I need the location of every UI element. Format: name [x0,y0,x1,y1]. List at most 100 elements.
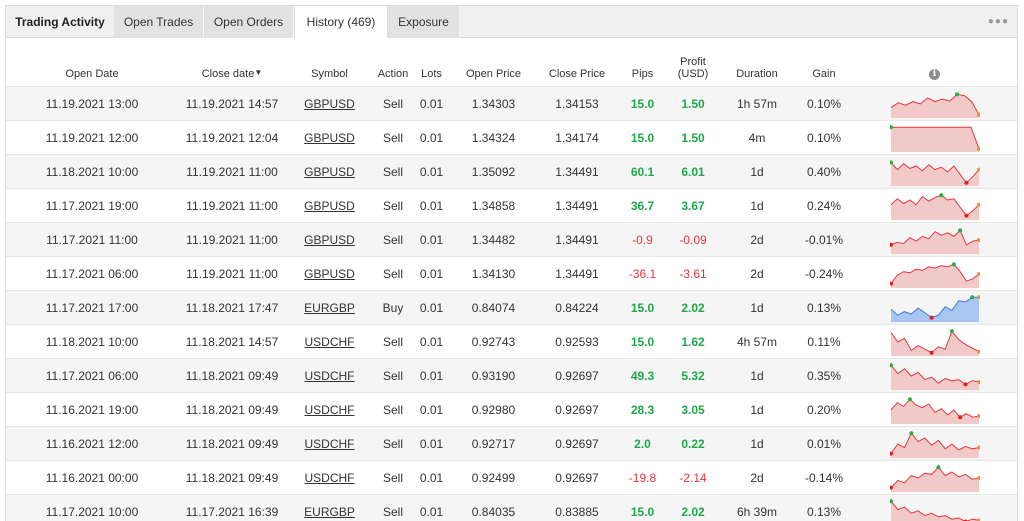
table-row[interactable]: 11.16.2021 00:00 11.18.2021 09:49 USDCHF Se… [6,460,1017,495]
close-date-cell: 11.18.2021 09:49 [178,460,286,495]
col-profit[interactable]: Profit (USD) [668,38,718,87]
duration-cell: 1d [718,290,796,325]
gain-cell: -0.01% [796,222,852,257]
tab-open-orders[interactable]: Open Orders [204,6,294,38]
trade-sparkline [889,159,980,186]
table-row[interactable]: 11.16.2021 19:00 11.18.2021 09:49 USDCHF Se… [6,392,1017,427]
lots-cell: 0.01 [413,494,450,521]
symbol-link[interactable]: EURGBP [304,300,355,315]
close-price-cell: 0.84224 [537,290,617,325]
lots-cell: 0.01 [413,188,450,223]
sparkline-max-dot [889,362,893,367]
close-date-cell: 11.18.2021 09:49 [185,470,279,485]
gain-cell: 0.20% [806,402,842,417]
table-row[interactable]: 11.17.2021 11:00 11.19.2021 11:00 GBPUSD Se… [6,222,1017,257]
symbol-link[interactable]: GBPUSD [304,96,355,111]
tab-history[interactable]: History (469) [294,6,388,39]
sparkline-max-dot [889,124,893,129]
open-date-cell: 11.18.2021 10:00 [45,334,139,349]
trade-sparkline [889,362,980,390]
col-duration[interactable]: Duration [718,38,796,87]
table-row[interactable]: 11.18.2021 10:00 11.19.2021 11:00 GBPUSD Se… [6,154,1017,189]
sort-desc-icon: ▼ [254,68,263,77]
open-date-cell: 11.17.2021 19:00 [45,198,139,213]
col-action[interactable]: Action [373,38,413,87]
lots-cell: 0.01 [413,392,450,427]
col-open-date[interactable]: Open Date [6,38,178,87]
col-close-date[interactable]: Close date▼ [178,38,286,87]
open-date-cell: 11.17.2021 06:00 [6,358,178,393]
open-price-cell: 0.92499 [471,470,516,485]
close-price-cell: 0.92697 [537,392,617,427]
duration-cell: 1d [718,358,796,393]
open-date-cell: 11.16.2021 19:00 [45,402,139,417]
trade-chart-cell [852,426,1017,461]
gain-cell: 0.11% [807,334,841,349]
table-row[interactable]: 11.17.2021 06:00 11.19.2021 11:00 GBPUSD Se… [6,256,1017,291]
duration-cell: 2d [718,256,796,291]
table-row[interactable]: 11.17.2021 17:00 11.18.2021 17:47 EURGBP Bu… [6,290,1017,325]
pips-cell: 15.0 [630,504,655,519]
close-date-cell: 11.19.2021 11:00 [186,232,278,247]
tab-open-trades[interactable]: Open Trades [114,6,204,38]
col-symbol[interactable]: Symbol [286,38,373,87]
tab-trading-activity[interactable]: Trading Activity [15,15,105,29]
action-cell: Sell [382,266,403,281]
close-price-cell: 0.92593 [537,324,617,359]
symbol-link[interactable]: GBPUSD [304,198,355,213]
open-date-cell: 11.17.2021 06:00 [6,256,178,291]
pips-cell: -36.1 [628,266,657,281]
tab-exposure[interactable]: Exposure [388,6,460,38]
table-row[interactable]: 11.16.2021 12:00 11.18.2021 09:49 USDCHF Se… [6,426,1017,461]
pips-cell: 15.0 [617,120,668,155]
symbol-link[interactable]: GBPUSD [304,266,355,281]
close-date-cell: 11.18.2021 09:49 [185,402,279,417]
symbol-link[interactable]: USDCHF [304,402,355,417]
close-price-cell: 1.34153 [555,96,599,111]
action-cell: Buy [373,290,413,325]
trade-sparkline [890,294,980,322]
lots-cell: 0.01 [419,334,444,349]
col-close-price[interactable]: Close Price [537,38,617,87]
table-row[interactable]: 11.17.2021 19:00 11.19.2021 11:00 GBPUSD Se… [6,188,1017,223]
sparkline-max-dot [969,294,974,299]
gain-cell: 0.20% [796,392,852,427]
col-pips[interactable]: Pips [617,38,668,87]
table-row[interactable]: 11.17.2021 10:00 11.17.2021 16:39 EURGBP Se… [6,494,1017,521]
table-row[interactable]: 11.18.2021 10:00 11.18.2021 14:57 USDCHF Se… [6,324,1017,359]
symbol-link[interactable]: GBPUSD [304,130,355,145]
gain-cell: 0.24% [806,198,842,213]
close-price-cell: 0.92697 [537,460,617,495]
symbol-cell: EURGBP [286,290,373,325]
sparkline-end-dot [976,146,980,151]
symbol-link[interactable]: EURGBP [304,504,355,519]
symbol-link[interactable]: USDCHF [304,334,355,349]
sparkline-max-dot [951,261,956,266]
trade-chart-cell [852,222,1017,257]
table-row[interactable]: 11.19.2021 13:00 11.19.2021 14:57 GBPUSD Se… [6,86,1017,121]
close-date-cell: 11.18.2021 09:49 [178,358,286,393]
close-price-cell: 0.84224 [555,300,599,315]
open-date-cell: 11.17.2021 19:00 [6,188,178,223]
table-row[interactable]: 11.19.2021 12:00 11.19.2021 12:04 GBPUSD Se… [6,120,1017,155]
more-dots-icon[interactable]: ●●● [987,16,1009,27]
profit-cell: 1.50 [681,130,705,145]
table-row[interactable]: 11.17.2021 06:00 11.18.2021 09:49 USDCHF Se… [6,358,1017,393]
sparkline-end-dot [976,475,980,480]
symbol-link[interactable]: GBPUSD [304,164,355,179]
symbol-link[interactable]: USDCHF [304,436,355,451]
symbol-link[interactable]: USDCHF [304,470,355,485]
col-gain[interactable]: Gain [796,38,852,87]
lots-cell: 0.01 [419,96,444,111]
symbol-link[interactable]: USDCHF [304,368,355,383]
col-open-price[interactable]: Open Price [450,38,537,87]
lots-cell: 0.01 [413,290,450,325]
info-icon[interactable]: i [929,69,940,80]
gain-cell: -0.14% [796,460,852,495]
col-lots[interactable]: Lots [413,38,450,87]
symbol-link[interactable]: GBPUSD [304,232,355,247]
sparkline-max-dot [908,430,913,435]
sparkline-end-dot [976,237,980,242]
close-price-cell: 0.92697 [555,402,599,417]
open-price-cell: 0.84074 [450,290,537,325]
